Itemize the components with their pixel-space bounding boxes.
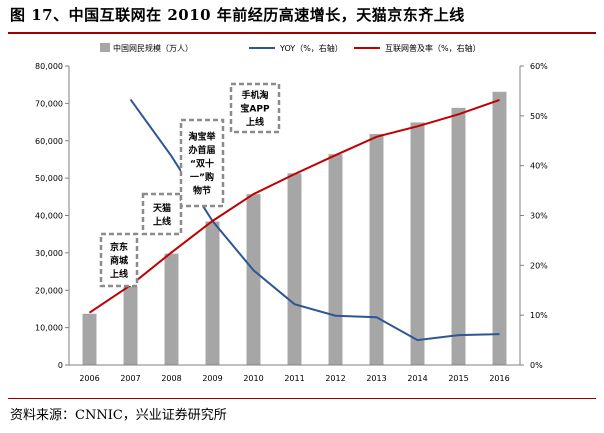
bar-2012	[328, 154, 343, 365]
left-tick-label: 80,000	[35, 62, 63, 71]
x-tick-label: 2011	[284, 374, 304, 383]
bar-2009	[205, 221, 220, 365]
bar-2008	[164, 253, 179, 365]
annotation-text: 办首届	[188, 144, 215, 156]
x-tick-label: 2015	[448, 374, 468, 383]
x-tick-label: 2014	[407, 374, 427, 383]
right-tick-label: 60%	[530, 62, 548, 71]
annotation-text: “双十	[190, 158, 214, 170]
bar-2014	[410, 122, 425, 365]
x-tick-label: 2006	[79, 374, 99, 383]
annotation-box	[179, 118, 225, 208]
left-tick-label: 20,000	[35, 286, 63, 295]
legend-label: 互联网普及率（%，右轴）	[385, 43, 481, 53]
x-tick-label: 2008	[161, 374, 181, 383]
bar-2007	[123, 286, 138, 365]
legend-swatch	[100, 43, 110, 52]
x-tick-label: 2010	[243, 374, 263, 383]
source-note: 资料来源：CNNIC，兴业证券研究所	[10, 408, 227, 423]
bar-2011	[287, 173, 302, 365]
title-divider	[8, 32, 596, 34]
bar-2013	[369, 134, 384, 365]
annotation-text: 物节	[193, 185, 211, 197]
bar-2006	[82, 313, 97, 365]
chart-legend: 中国网民规模（万人） YOY（%，右轴） 互联网普及率（%，右轴）	[100, 43, 481, 53]
annotation-text: 天猫	[153, 202, 171, 214]
x-tick-label: 2009	[202, 374, 222, 383]
figure-title: 图 17、中国互联网在 2010 年前经历高速增长，天猫京东齐上线	[10, 6, 465, 24]
annotation-box	[141, 192, 183, 236]
right-tick-label: 30%	[530, 212, 548, 221]
right-tick-label: 0%	[530, 361, 543, 370]
right-tick-label: 50%	[530, 112, 548, 121]
line-series-1	[88, 98, 500, 314]
annotation-text: 上线	[246, 116, 264, 128]
annotation-text: 上线	[110, 268, 128, 280]
annotation-text: 上线	[153, 215, 171, 227]
x-tick-label: 2013	[366, 374, 386, 383]
left-tick-label: 10,000	[35, 324, 63, 333]
annotation-text: 手机淘	[241, 89, 268, 101]
legend-label: 中国网民规模（万人）	[113, 43, 193, 53]
x-tick-label: 2016	[489, 374, 509, 383]
right-tick-label: 40%	[530, 162, 548, 171]
annotation-text: 商城	[110, 255, 128, 267]
annotation-box	[99, 232, 139, 288]
right-tick-label: 20%	[530, 261, 548, 270]
legend-label: YOY（%，右轴）	[279, 43, 343, 53]
chart-axes: 0 10,000 20,000 30,000 40,000 50,000 60,000 70,…	[35, 62, 548, 383]
bar-2010	[246, 194, 261, 365]
bar-2016	[492, 91, 507, 365]
left-tick-label: 40,000	[35, 212, 63, 221]
left-tick-label: 30,000	[35, 249, 63, 258]
bar-2015	[451, 107, 466, 366]
x-tick-label: 2012	[325, 374, 345, 383]
left-tick-label: 70,000	[35, 99, 63, 108]
bar-series	[82, 91, 507, 366]
right-tick-label: 10%	[530, 311, 548, 320]
left-tick-label: 0	[58, 361, 63, 370]
annotation-box	[229, 82, 281, 134]
annotation-text: 宝APP	[240, 103, 270, 115]
source-divider	[8, 398, 596, 399]
x-tick-label: 2007	[120, 374, 140, 383]
left-tick-label: 50,000	[35, 174, 63, 183]
chart: 中国网民规模（万人） YOY（%，右轴） 互联网普及率（%，右轴） 0 10,000 2…	[35, 43, 548, 383]
annotation-text: 京东	[110, 241, 128, 253]
annotation-text: 淘宝举	[188, 131, 216, 143]
left-tick-label: 60,000	[35, 137, 63, 146]
annotation-text: 一”购	[190, 171, 214, 183]
